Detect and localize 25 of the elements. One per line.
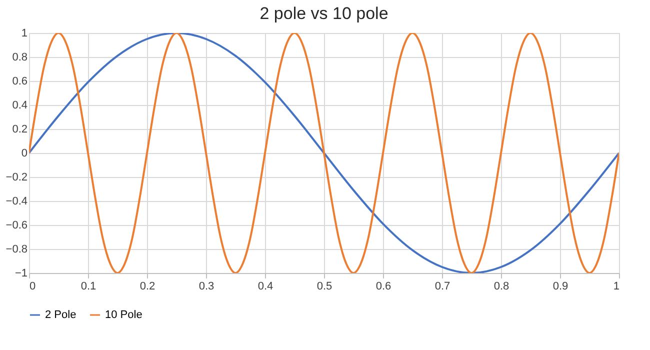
y-tick-label: 1 (21, 28, 28, 40)
x-tick-label: 0.8 (494, 280, 510, 292)
x-tick-label: 0.1 (80, 280, 96, 292)
x-tick-label: 0.7 (434, 280, 450, 292)
x-tick-label: 1 (613, 280, 620, 292)
y-tick-label: −0.4 (6, 196, 28, 208)
chart-title: 2 pole vs 10 pole (260, 4, 388, 23)
x-tick-label: 0.9 (552, 280, 568, 292)
y-tick-label: 0.2 (12, 124, 28, 136)
y-tick-label: 0 (21, 148, 28, 160)
legend-label: 2 Pole (45, 309, 76, 321)
x-tick-label: 0.2 (140, 280, 156, 292)
x-tick-label: 0.6 (376, 280, 392, 292)
y-tick-label: −0.2 (6, 172, 28, 184)
y-tick-label: 0.6 (12, 76, 28, 88)
legend-label: 10 Pole (105, 309, 142, 321)
x-tick-label: 0.4 (258, 280, 274, 292)
x-tick-label: 0 (30, 280, 36, 292)
x-tick-label: 0.3 (198, 280, 214, 292)
y-tick-label: −0.8 (6, 244, 28, 256)
y-tick-label: −0.6 (6, 220, 28, 232)
y-tick-label: 0.8 (12, 52, 28, 64)
y-tick-label: −1 (14, 268, 28, 280)
x-tick-label: 0.5 (316, 280, 332, 292)
y-tick-label: 0.4 (12, 100, 28, 112)
